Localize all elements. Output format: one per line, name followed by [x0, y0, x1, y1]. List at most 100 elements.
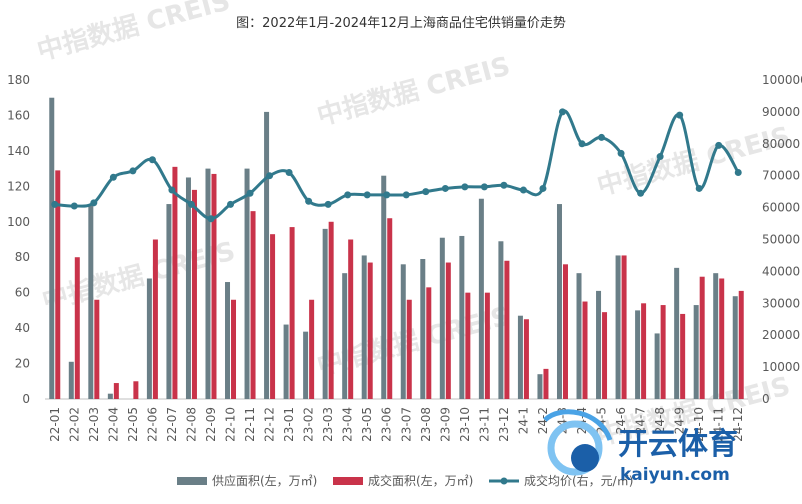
bar-transaction — [387, 218, 393, 399]
x-tick-label: 23-05 — [360, 407, 374, 442]
price-point — [363, 191, 371, 199]
bar-supply — [381, 175, 387, 399]
y-right-tick-label: 0 — [762, 392, 770, 406]
bar-transaction — [426, 287, 432, 399]
x-tick-label: 23-01 — [282, 407, 296, 442]
price-point — [500, 181, 508, 189]
price-point — [422, 188, 430, 196]
y-left-tick-label: 100 — [7, 215, 30, 229]
bar-transaction — [582, 301, 588, 399]
y-right-tick-label: 70000 — [762, 169, 800, 183]
bar-transaction — [270, 234, 276, 399]
x-tick-label: 23-04 — [341, 407, 355, 442]
y-left-tick-label: 180 — [7, 73, 30, 87]
bar-supply — [146, 278, 152, 399]
y-right-tick-label: 60000 — [762, 201, 800, 215]
watermark: 中指数据 CREIS — [34, 0, 233, 67]
price-point — [578, 140, 586, 148]
logo-mark — [543, 409, 613, 476]
price-point — [51, 200, 59, 208]
x-tick-label: 22-12 — [263, 407, 277, 442]
bar-transaction — [543, 368, 549, 399]
y-right-tick-label: 100000 — [762, 73, 802, 87]
price-point — [539, 184, 547, 192]
x-tick-label: 22-03 — [87, 407, 101, 442]
bar-transaction — [367, 262, 373, 399]
x-tick-label: 22-07 — [165, 407, 179, 442]
bar-transaction — [680, 313, 686, 399]
bar-transaction — [191, 189, 197, 399]
x-tick-label: 24-1 — [516, 407, 530, 434]
bar-transaction — [699, 276, 705, 399]
y-axis-left: 0 20 40 60 80 100 120 140 160 180 — [7, 73, 30, 406]
x-tick-label: 24-6 — [614, 407, 628, 434]
x-tick-label: 24-11 — [712, 407, 726, 442]
bar-transaction — [348, 239, 354, 399]
x-tick-label: 22-09 — [204, 407, 218, 442]
y-right-tick-label: 50000 — [762, 233, 800, 247]
price-point — [246, 189, 254, 197]
legend-label-price: 成交均价(右，元/㎡) — [524, 473, 633, 488]
legend-swatch-supply — [177, 477, 207, 485]
x-tick-label: 22-01 — [48, 407, 62, 442]
y-right-tick-label: 20000 — [762, 328, 800, 342]
bar-supply — [635, 310, 641, 399]
brand-logo: 开云体育 kaiyun.com — [543, 409, 738, 485]
bar-transaction — [250, 211, 256, 399]
price-point — [558, 108, 566, 116]
x-tick-label: 23-09 — [438, 407, 452, 442]
x-tick-label: 22-02 — [67, 407, 81, 442]
bar-transaction — [94, 299, 100, 399]
bar-transaction — [133, 381, 139, 399]
x-tick-label: 23-03 — [321, 407, 335, 442]
x-tick-label: 24-12 — [731, 407, 745, 442]
bar-transaction — [406, 299, 412, 399]
x-tick-label: 22-05 — [126, 407, 140, 442]
price-point — [637, 189, 645, 197]
x-tick-label: 22-11 — [243, 407, 257, 442]
bar-transaction — [562, 264, 568, 399]
bar-transaction — [152, 239, 158, 399]
bar-supply — [459, 235, 465, 399]
price-point — [344, 191, 352, 199]
price-point — [519, 186, 527, 194]
price-point — [285, 169, 293, 177]
bar-supply — [107, 393, 113, 399]
x-tick-label: 23-12 — [497, 407, 511, 442]
bar-transaction — [602, 312, 608, 399]
price-point — [168, 186, 176, 194]
bar-supply — [537, 374, 543, 399]
bar-supply — [49, 97, 55, 399]
bar-transaction — [289, 227, 295, 399]
logo-text: 开云体育 — [618, 427, 738, 462]
bar-supply — [400, 264, 406, 399]
price-point — [90, 199, 98, 207]
bar-transaction — [523, 319, 529, 399]
price-point — [70, 202, 78, 210]
bar-supply — [517, 315, 523, 399]
bar-supply — [322, 228, 328, 399]
y-right-tick-label: 30000 — [762, 296, 800, 310]
x-tick-label: 24-10 — [692, 407, 706, 442]
bar-transaction — [465, 292, 471, 399]
price-point — [598, 133, 606, 141]
x-tick-label: 23-02 — [302, 407, 316, 442]
bar-transaction — [113, 383, 119, 399]
price-point — [441, 184, 449, 192]
y-left-tick-label: 0 — [22, 392, 30, 406]
x-axis: 22-01 22-02 22-03 22-04 22-05 22-06 22-07 22-08… — [48, 407, 745, 442]
x-tick-label: 24-9 — [673, 407, 687, 434]
bar-transaction — [445, 262, 451, 399]
y-right-tick-label: 10000 — [762, 360, 800, 374]
price-point — [734, 169, 742, 177]
price-point — [148, 156, 156, 164]
bar-supply — [205, 168, 211, 399]
bar-transaction — [660, 305, 666, 399]
legend: 供应面积(左，万㎡) 成交面积(左，万㎡) 成交均价(右，元/㎡) — [177, 473, 633, 488]
bar-supply — [303, 331, 309, 399]
bar-transaction — [484, 292, 490, 399]
price-point — [109, 173, 117, 181]
bars-layer — [49, 97, 744, 400]
bar-transaction — [641, 303, 647, 399]
bar-supply — [225, 282, 231, 399]
